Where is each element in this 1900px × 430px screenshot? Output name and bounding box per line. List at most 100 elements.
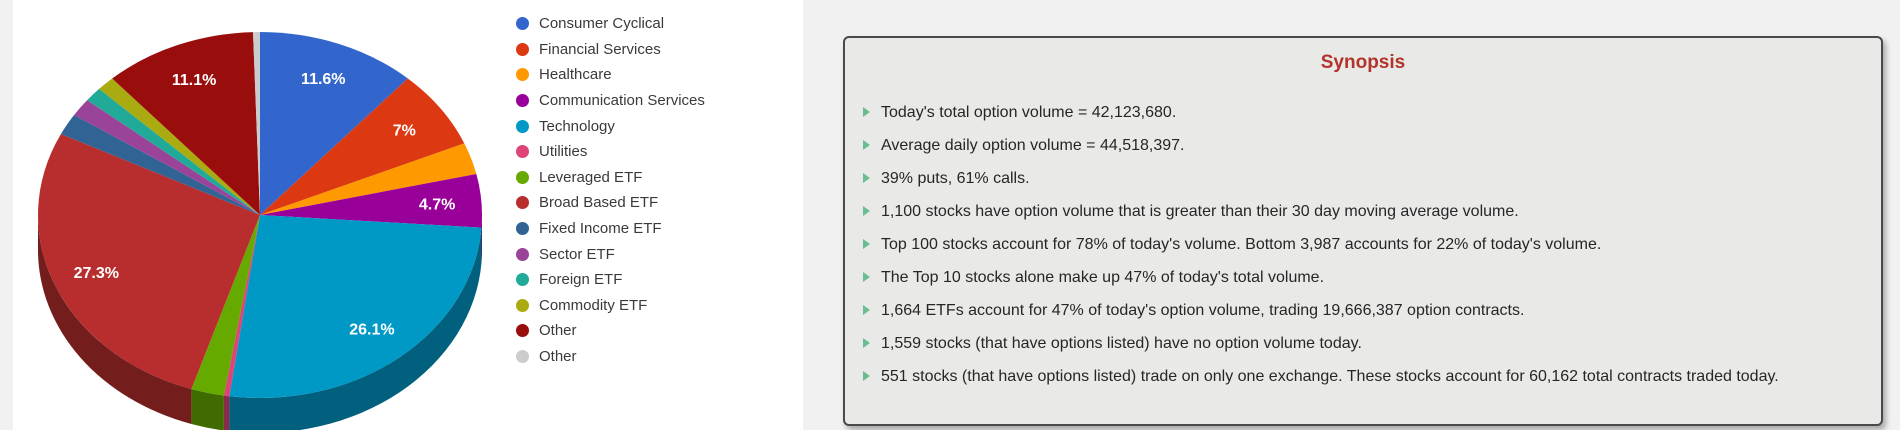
synopsis-panel: Synopsis Today's total option volume = 4…	[843, 36, 1883, 426]
legend-color-dot	[516, 68, 529, 82]
synopsis-bullet-text: Top 100 stocks account for 78% of today'…	[881, 236, 1602, 253]
bullet-arrow-icon	[863, 272, 870, 282]
bullet-arrow-icon	[863, 140, 870, 150]
legend-item: Technology	[516, 113, 705, 139]
pie-slice-label: 11.6%	[301, 71, 345, 88]
synopsis-bullet-text: Average daily option volume = 44,518,397…	[881, 137, 1185, 154]
legend-item: Fixed Income ETF	[516, 216, 705, 242]
legend-item-label: Utilities	[539, 143, 588, 161]
pie-slice-label: 27.3%	[74, 265, 119, 282]
pie-slice-financial-services[interactable]	[260, 78, 465, 216]
synopsis-bullet-item: Top 100 stocks account for 78% of today'…	[863, 232, 1863, 258]
bullet-arrow-icon	[863, 371, 870, 381]
legend-item: Communication Services	[516, 88, 705, 114]
legend-color-dot	[516, 170, 529, 184]
sector-volume-pie-chart: 11.6% 7% 4.7% 26.1% 27.3% 11.1%	[38, 32, 483, 430]
pie-chart-card: 11.6% 7% 4.7% 26.1% 27.3% 11.1% Consumer Cycl…	[13, 0, 803, 430]
pie-slice-side	[481, 215, 483, 263]
pie-slice-other[interactable]	[253, 32, 260, 215]
bullet-arrow-icon	[863, 107, 870, 117]
chart-legend: Consumer Cyclical Financial Services Healt…	[516, 11, 705, 369]
synopsis-bullet-item: Average daily option volume = 44,518,397…	[863, 133, 1863, 159]
legend-item-label: Commodity ETF	[539, 296, 648, 314]
legend-item: Broad Based ETF	[516, 190, 705, 216]
legend-color-dot	[516, 119, 529, 133]
pie-slice-side	[38, 215, 192, 425]
synopsis-bullet-text: Today's total option volume = 42,123,680…	[881, 104, 1177, 121]
pie-slice-commodity-etf[interactable]	[99, 78, 260, 216]
bullet-arrow-icon	[863, 305, 870, 315]
legend-item: Leveraged ETF	[516, 165, 705, 191]
legend-color-dot	[516, 222, 529, 236]
synopsis-bullet-item: 551 stocks (that have options listed) tr…	[863, 364, 1863, 390]
synopsis-bullet-text: 551 stocks (that have options listed) tr…	[881, 368, 1779, 385]
bullet-arrow-icon	[863, 338, 870, 348]
synopsis-bullet-item: The Top 10 stocks alone make up 47% of t…	[863, 265, 1863, 291]
legend-item-label: Foreign ETF	[539, 271, 623, 289]
legend-item: Sector ETF	[516, 241, 705, 267]
synopsis-list: Today's total option volume = 42,123,680…	[863, 100, 1863, 390]
legend-item: Foreign ETF	[516, 267, 705, 293]
pie-slice-leveraged-etf[interactable]	[191, 215, 260, 396]
synopsis-bullet-text: The Top 10 stocks alone make up 47% of t…	[881, 269, 1325, 286]
synopsis-bullet-item: 1,100 stocks have option volume that is …	[863, 199, 1863, 225]
legend-item-label: Healthcare	[539, 66, 612, 84]
pie-slice-broad-based-etf[interactable]	[38, 133, 260, 390]
legend-color-dot	[516, 247, 529, 261]
pie-slice-label: 7%	[393, 123, 416, 140]
legend-item-label: Technology	[539, 117, 615, 135]
legend-item-label: Communication Services	[539, 92, 705, 110]
synopsis-bullet-item: 1,559 stocks (that have options listed) …	[863, 331, 1863, 357]
legend-item: Financial Services	[516, 37, 705, 63]
synopsis-bullet-text: 1,559 stocks (that have options listed) …	[881, 335, 1362, 352]
legend-color-dot	[516, 145, 529, 159]
pie-slice-other[interactable]	[112, 32, 261, 216]
legend-item-label: Fixed Income ETF	[539, 220, 662, 238]
pie-slice-side	[223, 395, 230, 430]
legend-item: Other	[516, 344, 705, 370]
legend-item-label: Broad Based ETF	[539, 194, 659, 212]
pie-slice-utilities[interactable]	[223, 215, 260, 397]
synopsis-bullet-text: 1,664 ETFs account for 47% of today's op…	[881, 302, 1525, 319]
pie-slice-label: 26.1%	[349, 322, 394, 339]
legend-item-label: Sector ETF	[539, 245, 615, 263]
bullet-arrow-icon	[863, 206, 870, 216]
legend-color-dot	[516, 94, 529, 108]
synopsis-bullet-item: 39% puts, 61% calls.	[863, 166, 1863, 192]
pie-slice-fixed-income-etf[interactable]	[60, 115, 261, 215]
legend-item: Utilities	[516, 139, 705, 165]
synopsis-bullet-text: 39% puts, 61% calls.	[881, 170, 1030, 187]
pie-slice-label: 4.7%	[419, 197, 455, 214]
legend-item-label: Leveraged ETF	[539, 168, 643, 186]
legend-color-dot	[516, 350, 529, 364]
bullet-arrow-icon	[863, 173, 870, 183]
pie-slice-consumer-cyclical[interactable]	[260, 32, 408, 215]
synopsis-bullet-text: 1,100 stocks have option volume that is …	[881, 203, 1519, 220]
legend-color-dot	[516, 273, 529, 287]
legend-color-dot	[516, 324, 529, 338]
pie-slice-side	[191, 389, 224, 430]
legend-item: Other	[516, 318, 705, 344]
legend-color-dot	[516, 42, 529, 56]
legend-item-label: Financial Services	[539, 40, 661, 58]
legend-color-dot	[516, 196, 529, 210]
synopsis-bullet-item: 1,664 ETFs account for 47% of today's op…	[863, 298, 1863, 324]
legend-item: Healthcare	[516, 62, 705, 88]
synopsis-bullet-item: Today's total option volume = 42,123,680…	[863, 100, 1863, 126]
pie-slice-healthcare[interactable]	[260, 143, 477, 215]
bullet-arrow-icon	[863, 239, 870, 249]
legend-item-label: Consumer Cyclical	[539, 15, 665, 33]
pie-slice-technology[interactable]	[229, 215, 482, 398]
legend-item: Commodity ETF	[516, 293, 705, 319]
pie-slice-communication-services[interactable]	[260, 173, 482, 228]
legend-item-label: Other	[539, 348, 577, 366]
pie-slice-sector-etf[interactable]	[74, 100, 260, 215]
pie-slice-label: 11.1%	[172, 72, 216, 89]
synopsis-title: Synopsis	[1320, 52, 1406, 73]
pie-slice-foreign-etf[interactable]	[87, 88, 261, 215]
pie-slice-side	[229, 227, 482, 430]
legend-color-dot	[516, 17, 529, 31]
legend-item-label: Other	[539, 322, 577, 340]
legend-item: Consumer Cyclical	[516, 11, 705, 37]
